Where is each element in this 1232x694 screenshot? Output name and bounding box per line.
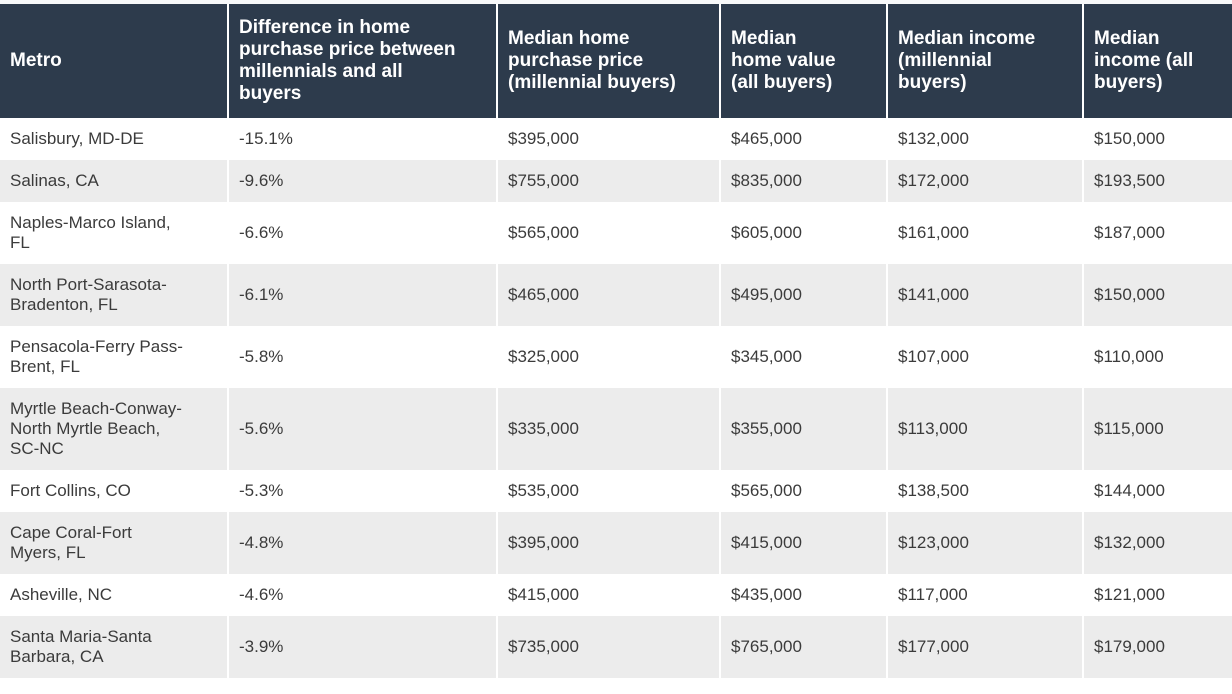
value-cell: $121,000	[1082, 574, 1232, 616]
value-cell: $123,000	[886, 512, 1083, 574]
value-cell: $415,000	[719, 512, 887, 574]
table-row: Salisbury, MD-DE -15.1% $395,000 $465,000 $1…	[0, 118, 1232, 160]
metro-cell: Pensacola-Ferry Pass- Brent, FL	[0, 326, 228, 388]
table-row: Myrtle Beach-Conway- North Myrtle Beach,…	[0, 388, 1232, 470]
value-cell: $177,000	[886, 616, 1083, 678]
value-cell: $755,000	[496, 160, 720, 202]
value-cell: $107,000	[886, 326, 1083, 388]
metro-cell: Asheville, NC	[0, 574, 228, 616]
value-cell: $117,000	[886, 574, 1083, 616]
value-cell: $565,000	[496, 202, 720, 264]
value-cell: -4.8%	[227, 512, 497, 574]
value-cell: $565,000	[719, 470, 887, 512]
table-header: Metro Difference in home purchase price b…	[0, 4, 1232, 118]
value-cell: -5.3%	[227, 470, 497, 512]
metro-home-price-table: Metro Difference in home purchase price b…	[0, 4, 1232, 678]
metro-cell: Cape Coral-Fort Myers, FL	[0, 512, 228, 574]
value-cell: -6.6%	[227, 202, 497, 264]
metro-cell: Santa Maria-Santa Barbara, CA	[0, 616, 228, 678]
value-cell: $113,000	[886, 388, 1083, 470]
value-cell: $150,000	[1082, 264, 1232, 326]
value-cell: -5.6%	[227, 388, 497, 470]
value-cell: $325,000	[496, 326, 720, 388]
value-cell: $138,500	[886, 470, 1083, 512]
table-row: Pensacola-Ferry Pass- Brent, FL -5.8% $325…	[0, 326, 1232, 388]
column-header-2: Difference in home purchase price betwee…	[227, 4, 497, 118]
value-cell: $193,500	[1082, 160, 1232, 202]
value-cell: $110,000	[1082, 326, 1232, 388]
value-cell: -3.9%	[227, 616, 497, 678]
table-row: North Port-Sarasota- Bradenton, FL -6.1% $…	[0, 264, 1232, 326]
column-header-6: Median income (all buyers)	[1082, 4, 1232, 118]
table-row: Cape Coral-Fort Myers, FL -4.8% $395,000 $4…	[0, 512, 1232, 574]
page: Metro Difference in home purchase price b…	[0, 0, 1232, 678]
value-cell: -6.1%	[227, 264, 497, 326]
metro-cell: Salisbury, MD-DE	[0, 118, 228, 160]
value-cell: $835,000	[719, 160, 887, 202]
metro-cell: Myrtle Beach-Conway- North Myrtle Beach,…	[0, 388, 228, 470]
value-cell: $187,000	[1082, 202, 1232, 264]
metro-cell: North Port-Sarasota- Bradenton, FL	[0, 264, 228, 326]
table-row: Asheville, NC -4.6% $415,000 $435,000 $117,0…	[0, 574, 1232, 616]
value-cell: -15.1%	[227, 118, 497, 160]
table-row: Santa Maria-Santa Barbara, CA -3.9% $735,0…	[0, 616, 1232, 678]
value-cell: $335,000	[496, 388, 720, 470]
value-cell: $495,000	[719, 264, 887, 326]
metro-cell: Fort Collins, CO	[0, 470, 228, 512]
value-cell: $535,000	[496, 470, 720, 512]
metro-cell: Salinas, CA	[0, 160, 228, 202]
value-cell: $465,000	[496, 264, 720, 326]
page-top-gutter	[0, 0, 1232, 4]
value-cell: $141,000	[886, 264, 1083, 326]
column-header-1: Metro	[0, 4, 228, 118]
column-header-4: Median home value (all buyers)	[719, 4, 887, 118]
value-cell: $172,000	[886, 160, 1083, 202]
column-header-5: Median income (millennial buyers)	[886, 4, 1083, 118]
value-cell: $765,000	[719, 616, 887, 678]
value-cell: $415,000	[496, 574, 720, 616]
column-header-3: Median home purchase price (millennial b…	[496, 4, 720, 118]
table-body: Salisbury, MD-DE -15.1% $395,000 $465,000 $1…	[0, 118, 1232, 678]
value-cell: $395,000	[496, 118, 720, 160]
value-cell: $161,000	[886, 202, 1083, 264]
value-cell: $132,000	[886, 118, 1083, 160]
table-row: Salinas, CA -9.6% $755,000 $835,000 $172,000…	[0, 160, 1232, 202]
value-cell: $115,000	[1082, 388, 1232, 470]
metro-cell: Naples-Marco Island, FL	[0, 202, 228, 264]
value-cell: $345,000	[719, 326, 887, 388]
table-row: Naples-Marco Island, FL -6.6% $565,000 $605…	[0, 202, 1232, 264]
value-cell: $395,000	[496, 512, 720, 574]
value-cell: -9.6%	[227, 160, 497, 202]
value-cell: $465,000	[719, 118, 887, 160]
value-cell: $605,000	[719, 202, 887, 264]
value-cell: $735,000	[496, 616, 720, 678]
value-cell: -5.8%	[227, 326, 497, 388]
value-cell: $144,000	[1082, 470, 1232, 512]
table-header-row: Metro Difference in home purchase price b…	[0, 4, 1232, 118]
value-cell: $132,000	[1082, 512, 1232, 574]
value-cell: $179,000	[1082, 616, 1232, 678]
value-cell: $150,000	[1082, 118, 1232, 160]
value-cell: -4.6%	[227, 574, 497, 616]
table-row: Fort Collins, CO -5.3% $535,000 $565,000 $13…	[0, 470, 1232, 512]
value-cell: $355,000	[719, 388, 887, 470]
value-cell: $435,000	[719, 574, 887, 616]
